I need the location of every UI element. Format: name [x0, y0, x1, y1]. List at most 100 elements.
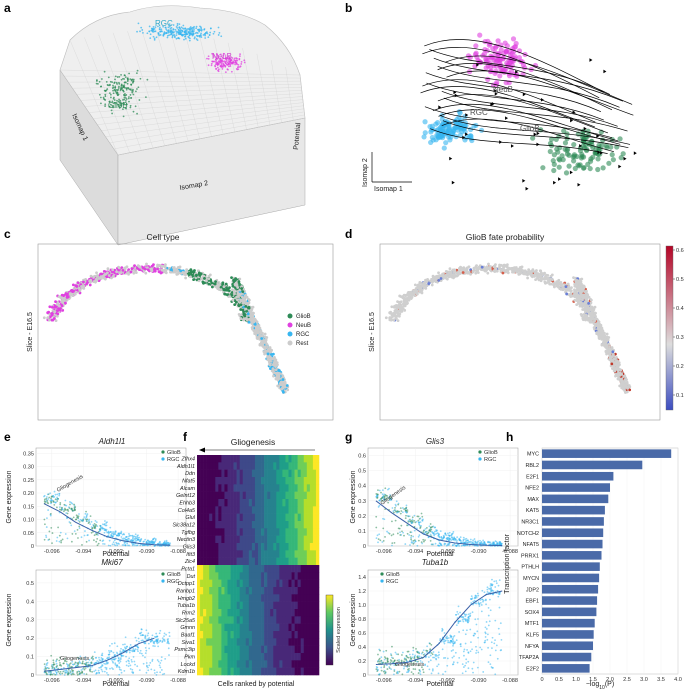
cell-dot [185, 38, 187, 40]
cell-dot [137, 70, 139, 72]
cell-dot [78, 526, 80, 528]
cell-dot [566, 164, 571, 169]
x-tick-label: -0.096 [44, 549, 60, 555]
cell-dot [176, 32, 178, 34]
cell-dot [468, 55, 473, 60]
slice-cell [150, 269, 153, 272]
cell-dot [91, 528, 93, 530]
cell-dot [49, 531, 51, 533]
cell-dot [128, 101, 130, 103]
slice-cell [192, 278, 195, 281]
cell-dot [51, 542, 53, 544]
cell-dot [59, 506, 61, 508]
slice-cell [521, 265, 524, 268]
slice-cell [57, 301, 60, 304]
velocity-arrowhead [505, 116, 508, 120]
cell-dot [97, 544, 99, 546]
cell-dot [108, 545, 110, 547]
cell-dot [195, 27, 197, 29]
cell-dot [459, 129, 464, 134]
cell-dot [146, 32, 148, 34]
cell-dot [208, 55, 210, 57]
axis-isomap2-b: Isomap 2 [362, 158, 369, 187]
velocity-arrowhead [511, 144, 514, 148]
slice-cell [92, 276, 95, 279]
cell-dot [210, 27, 212, 29]
cell-dot [540, 165, 545, 170]
cell-dot [197, 32, 199, 34]
slice-cell [617, 368, 620, 371]
cell-dot [183, 39, 185, 41]
cell-dot [127, 80, 129, 82]
slice-cell [597, 325, 600, 328]
slice-cell [165, 271, 168, 274]
slice-cell [268, 362, 271, 365]
slice-cell [272, 367, 275, 370]
slice-cell [608, 345, 611, 348]
slice-cell [457, 270, 460, 273]
slice-cell [540, 274, 543, 277]
slice-cell [399, 301, 402, 304]
slice-cell [130, 271, 133, 274]
cell-dot [122, 90, 124, 92]
slice-cell [464, 269, 467, 272]
cell-dot [156, 36, 158, 38]
slice-cell [54, 305, 57, 308]
slice-cell [145, 263, 148, 266]
slice-cell [590, 299, 593, 302]
cell-dot [129, 78, 131, 80]
cell-dot [121, 88, 123, 90]
slice-cell [578, 286, 581, 289]
cell-dot [213, 33, 215, 35]
cell-dot [218, 34, 220, 36]
cell-dot [143, 540, 145, 542]
cell-dot [109, 527, 111, 529]
cell-dot [235, 62, 237, 64]
cell-dot [173, 31, 175, 33]
slice-cell [111, 268, 114, 271]
cell-dot [99, 530, 101, 532]
slice-cell [603, 344, 606, 347]
slice-cell [401, 307, 404, 310]
slice-cell [253, 331, 256, 334]
cell-dot [244, 62, 246, 64]
slice-cell [48, 319, 51, 322]
slice-cell [395, 311, 398, 314]
cell-dot [115, 75, 117, 77]
slice-cell [161, 269, 164, 272]
cell-dot [206, 58, 208, 60]
cell-dot [60, 540, 62, 542]
slice-cell [619, 374, 622, 377]
cell-dot [61, 507, 63, 509]
cell-dot [120, 87, 122, 89]
cell-dot [133, 111, 135, 113]
cell-dot [121, 536, 123, 538]
cluster-label-neub: NeuB [212, 52, 232, 61]
cell-dot [86, 534, 88, 536]
slice-cell [628, 384, 631, 387]
slice-cell [147, 268, 150, 271]
cell-dot [485, 77, 490, 82]
slice-cell [391, 315, 394, 318]
slice-cell [590, 301, 593, 304]
cell-dot [69, 501, 71, 503]
cell-dot [168, 34, 170, 36]
cell-dot [442, 145, 447, 150]
slice-cell [267, 353, 270, 356]
slice-cell [609, 349, 612, 352]
slice-cell [595, 331, 598, 334]
cell-dot [95, 541, 97, 543]
slice-cell [61, 294, 64, 297]
cell-dot [512, 45, 517, 50]
cell-dot [77, 529, 79, 531]
slice-cell [286, 384, 289, 387]
cell-dot [106, 525, 108, 527]
x-tick-label: -0.094 [75, 678, 91, 684]
cell-dot [73, 516, 75, 518]
slice-cell [245, 302, 248, 305]
cell-dot [617, 136, 622, 141]
slice-cell [124, 266, 127, 269]
x-tick-label: -0.090 [139, 678, 155, 684]
cell-dot [45, 536, 47, 538]
cell-dot [191, 29, 193, 31]
